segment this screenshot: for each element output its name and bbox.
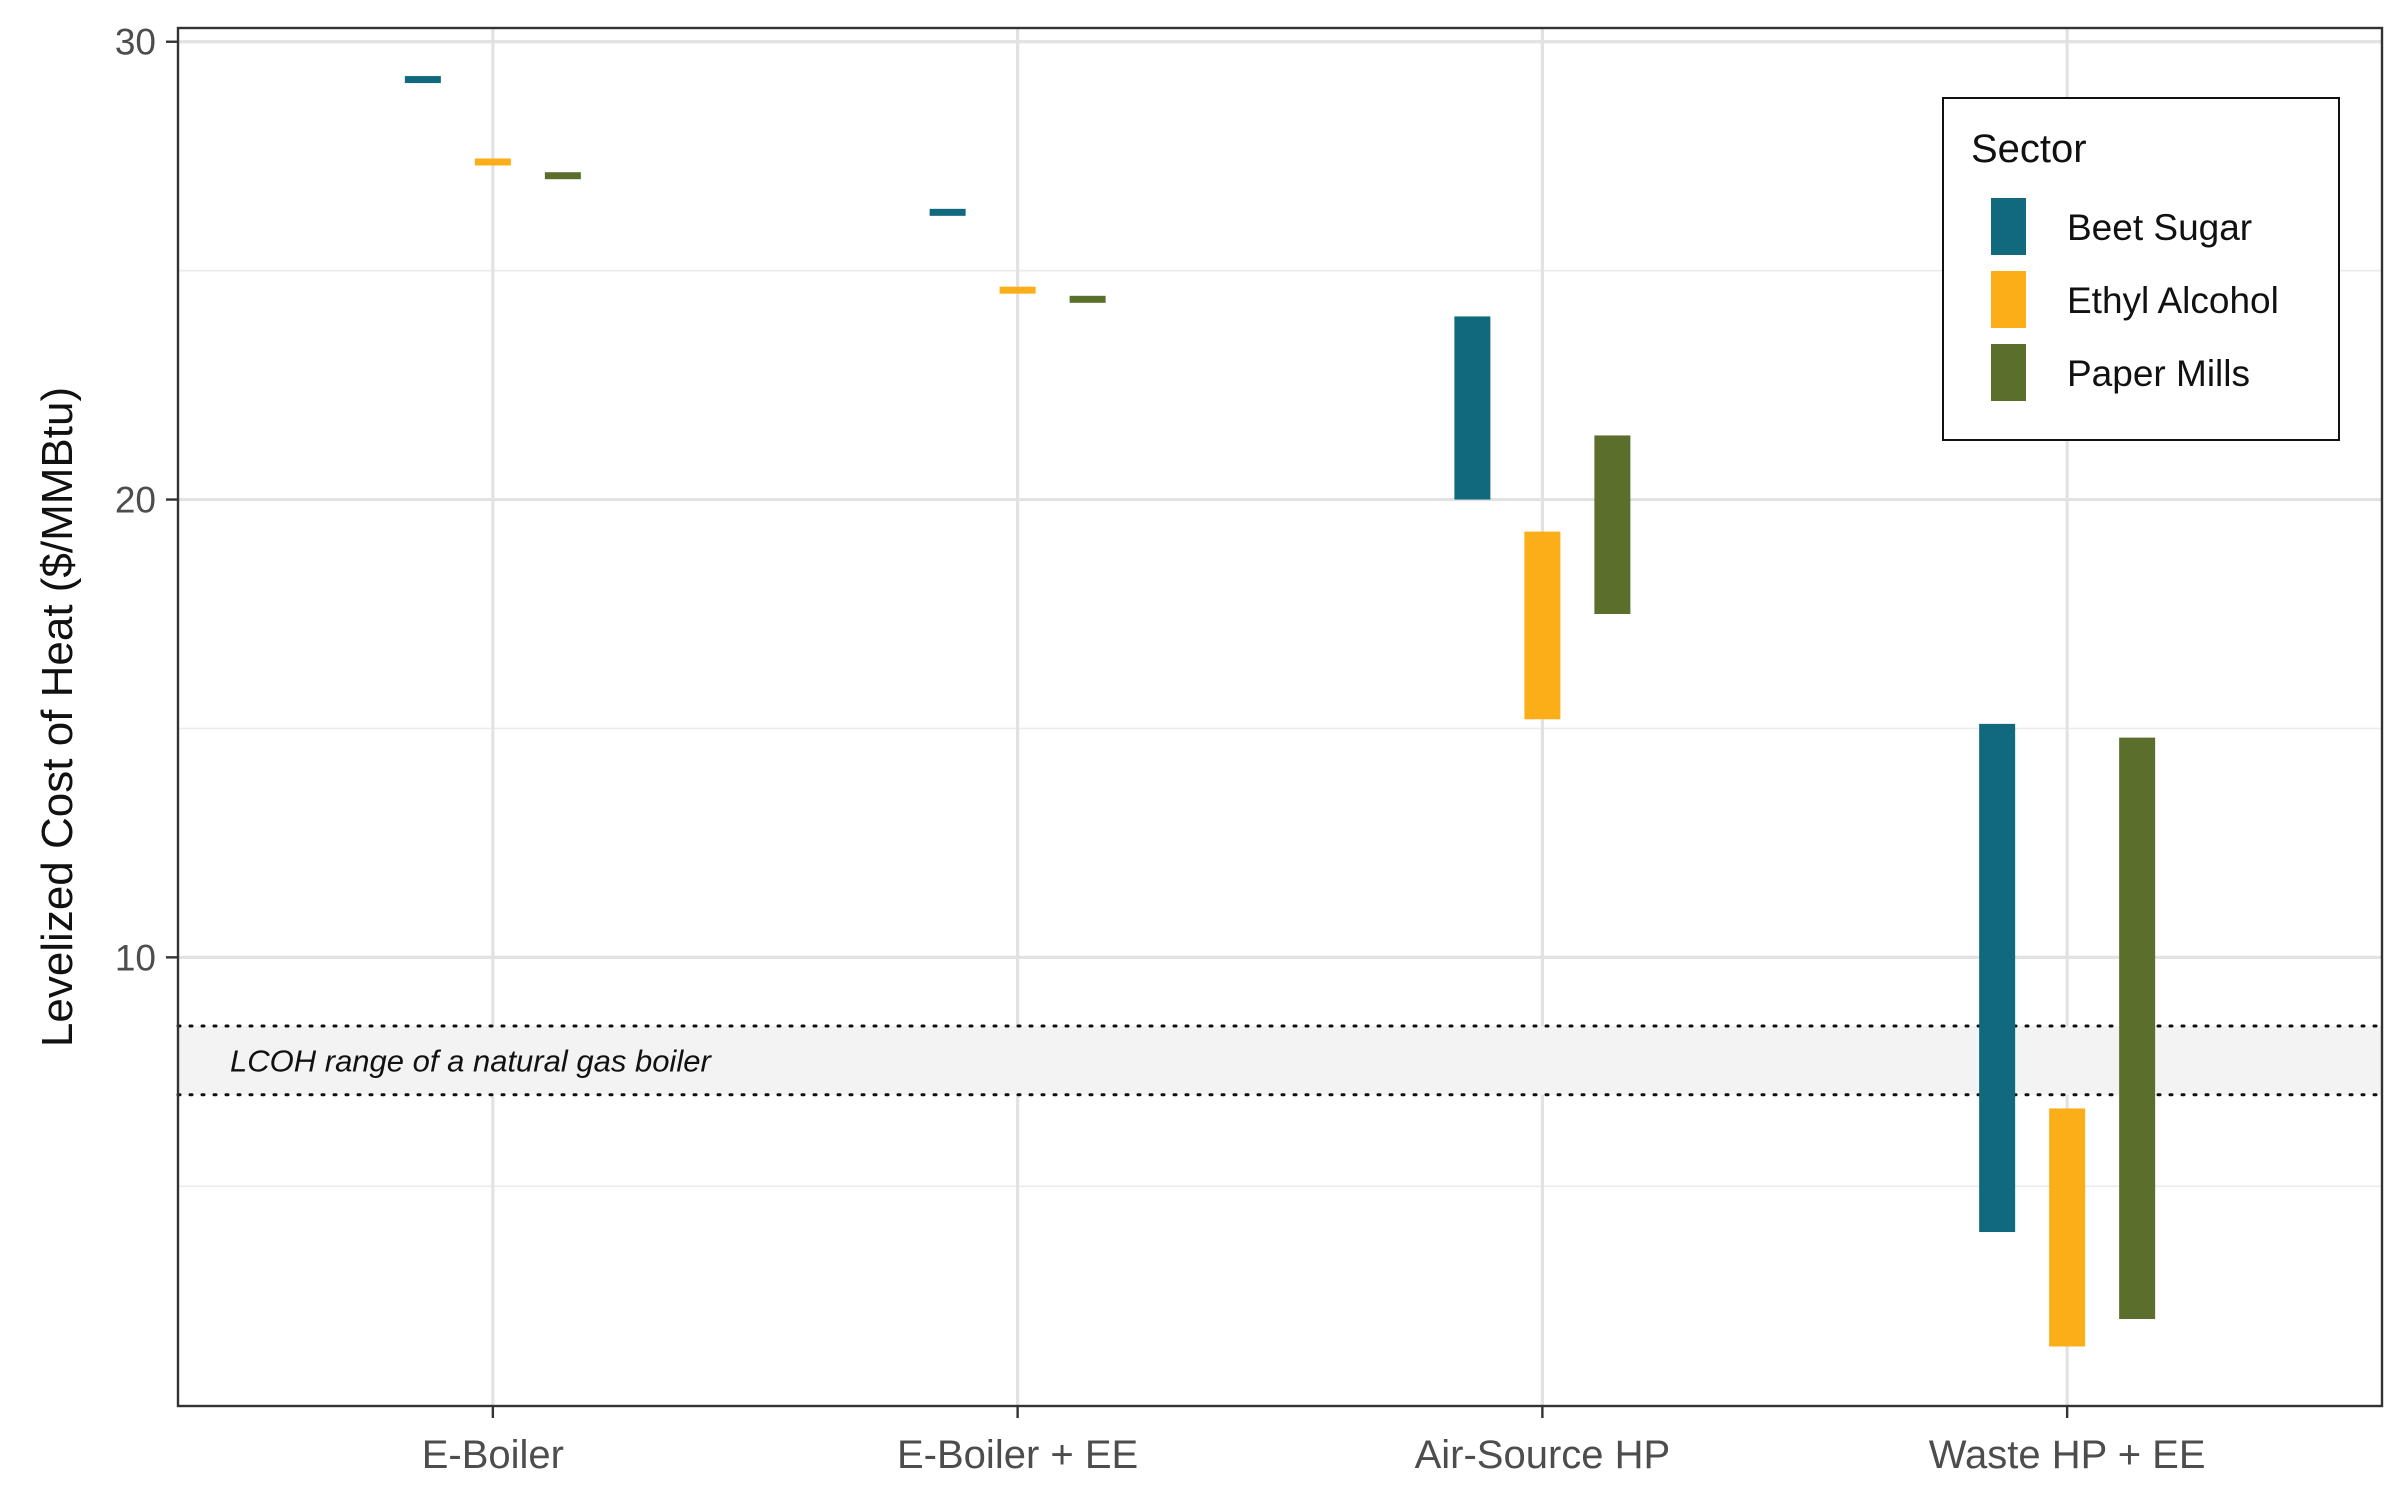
x-tick-label: E-Boiler + EE <box>897 1433 1138 1477</box>
bar-paper-mills-1 <box>1069 295 1106 303</box>
y-axis-label: Levelized Cost of Heat ($/MMBtu) <box>33 387 82 1047</box>
bar-ethyl-alcohol-3 <box>2049 1108 2086 1347</box>
x-tick-label: Waste HP + EE <box>1929 1433 2206 1477</box>
x-tick-label: E-Boiler <box>422 1433 564 1477</box>
y-tick-label: 30 <box>115 22 156 63</box>
bar-paper-mills-2 <box>1594 435 1631 614</box>
y-tick-label: 10 <box>115 937 156 978</box>
bar-beet-sugar-1 <box>929 208 966 216</box>
bar-ethyl-alcohol-1 <box>999 286 1036 294</box>
bar-ethyl-alcohol-0 <box>474 158 511 166</box>
legend-label: Paper Mills <box>2067 353 2250 394</box>
bar-ethyl-alcohol-2 <box>1524 531 1561 720</box>
panel-border <box>176 26 2384 1408</box>
bar-beet-sugar-2 <box>1454 316 1491 500</box>
bar-paper-mills-3 <box>2119 737 2156 1320</box>
legend-label: Ethyl Alcohol <box>2067 280 2279 321</box>
x-tick-label: Air-Source HP <box>1415 1433 1671 1477</box>
legend-key-ethyl-alcohol <box>1991 271 2026 328</box>
bar-beet-sugar-0 <box>404 76 441 84</box>
bar-beet-sugar-3 <box>1979 723 2016 1233</box>
legend-key-beet-sugar <box>1991 198 2026 255</box>
gas-boiler-label: LCOH range of a natural gas boiler <box>230 1043 712 1078</box>
legend-label: Beet Sugar <box>2067 207 2252 248</box>
y-tick-label: 20 <box>115 480 156 521</box>
bar-paper-mills-0 <box>544 172 581 180</box>
legend-key-paper-mills <box>1991 344 2026 401</box>
legend-title: Sector <box>1971 127 2087 171</box>
